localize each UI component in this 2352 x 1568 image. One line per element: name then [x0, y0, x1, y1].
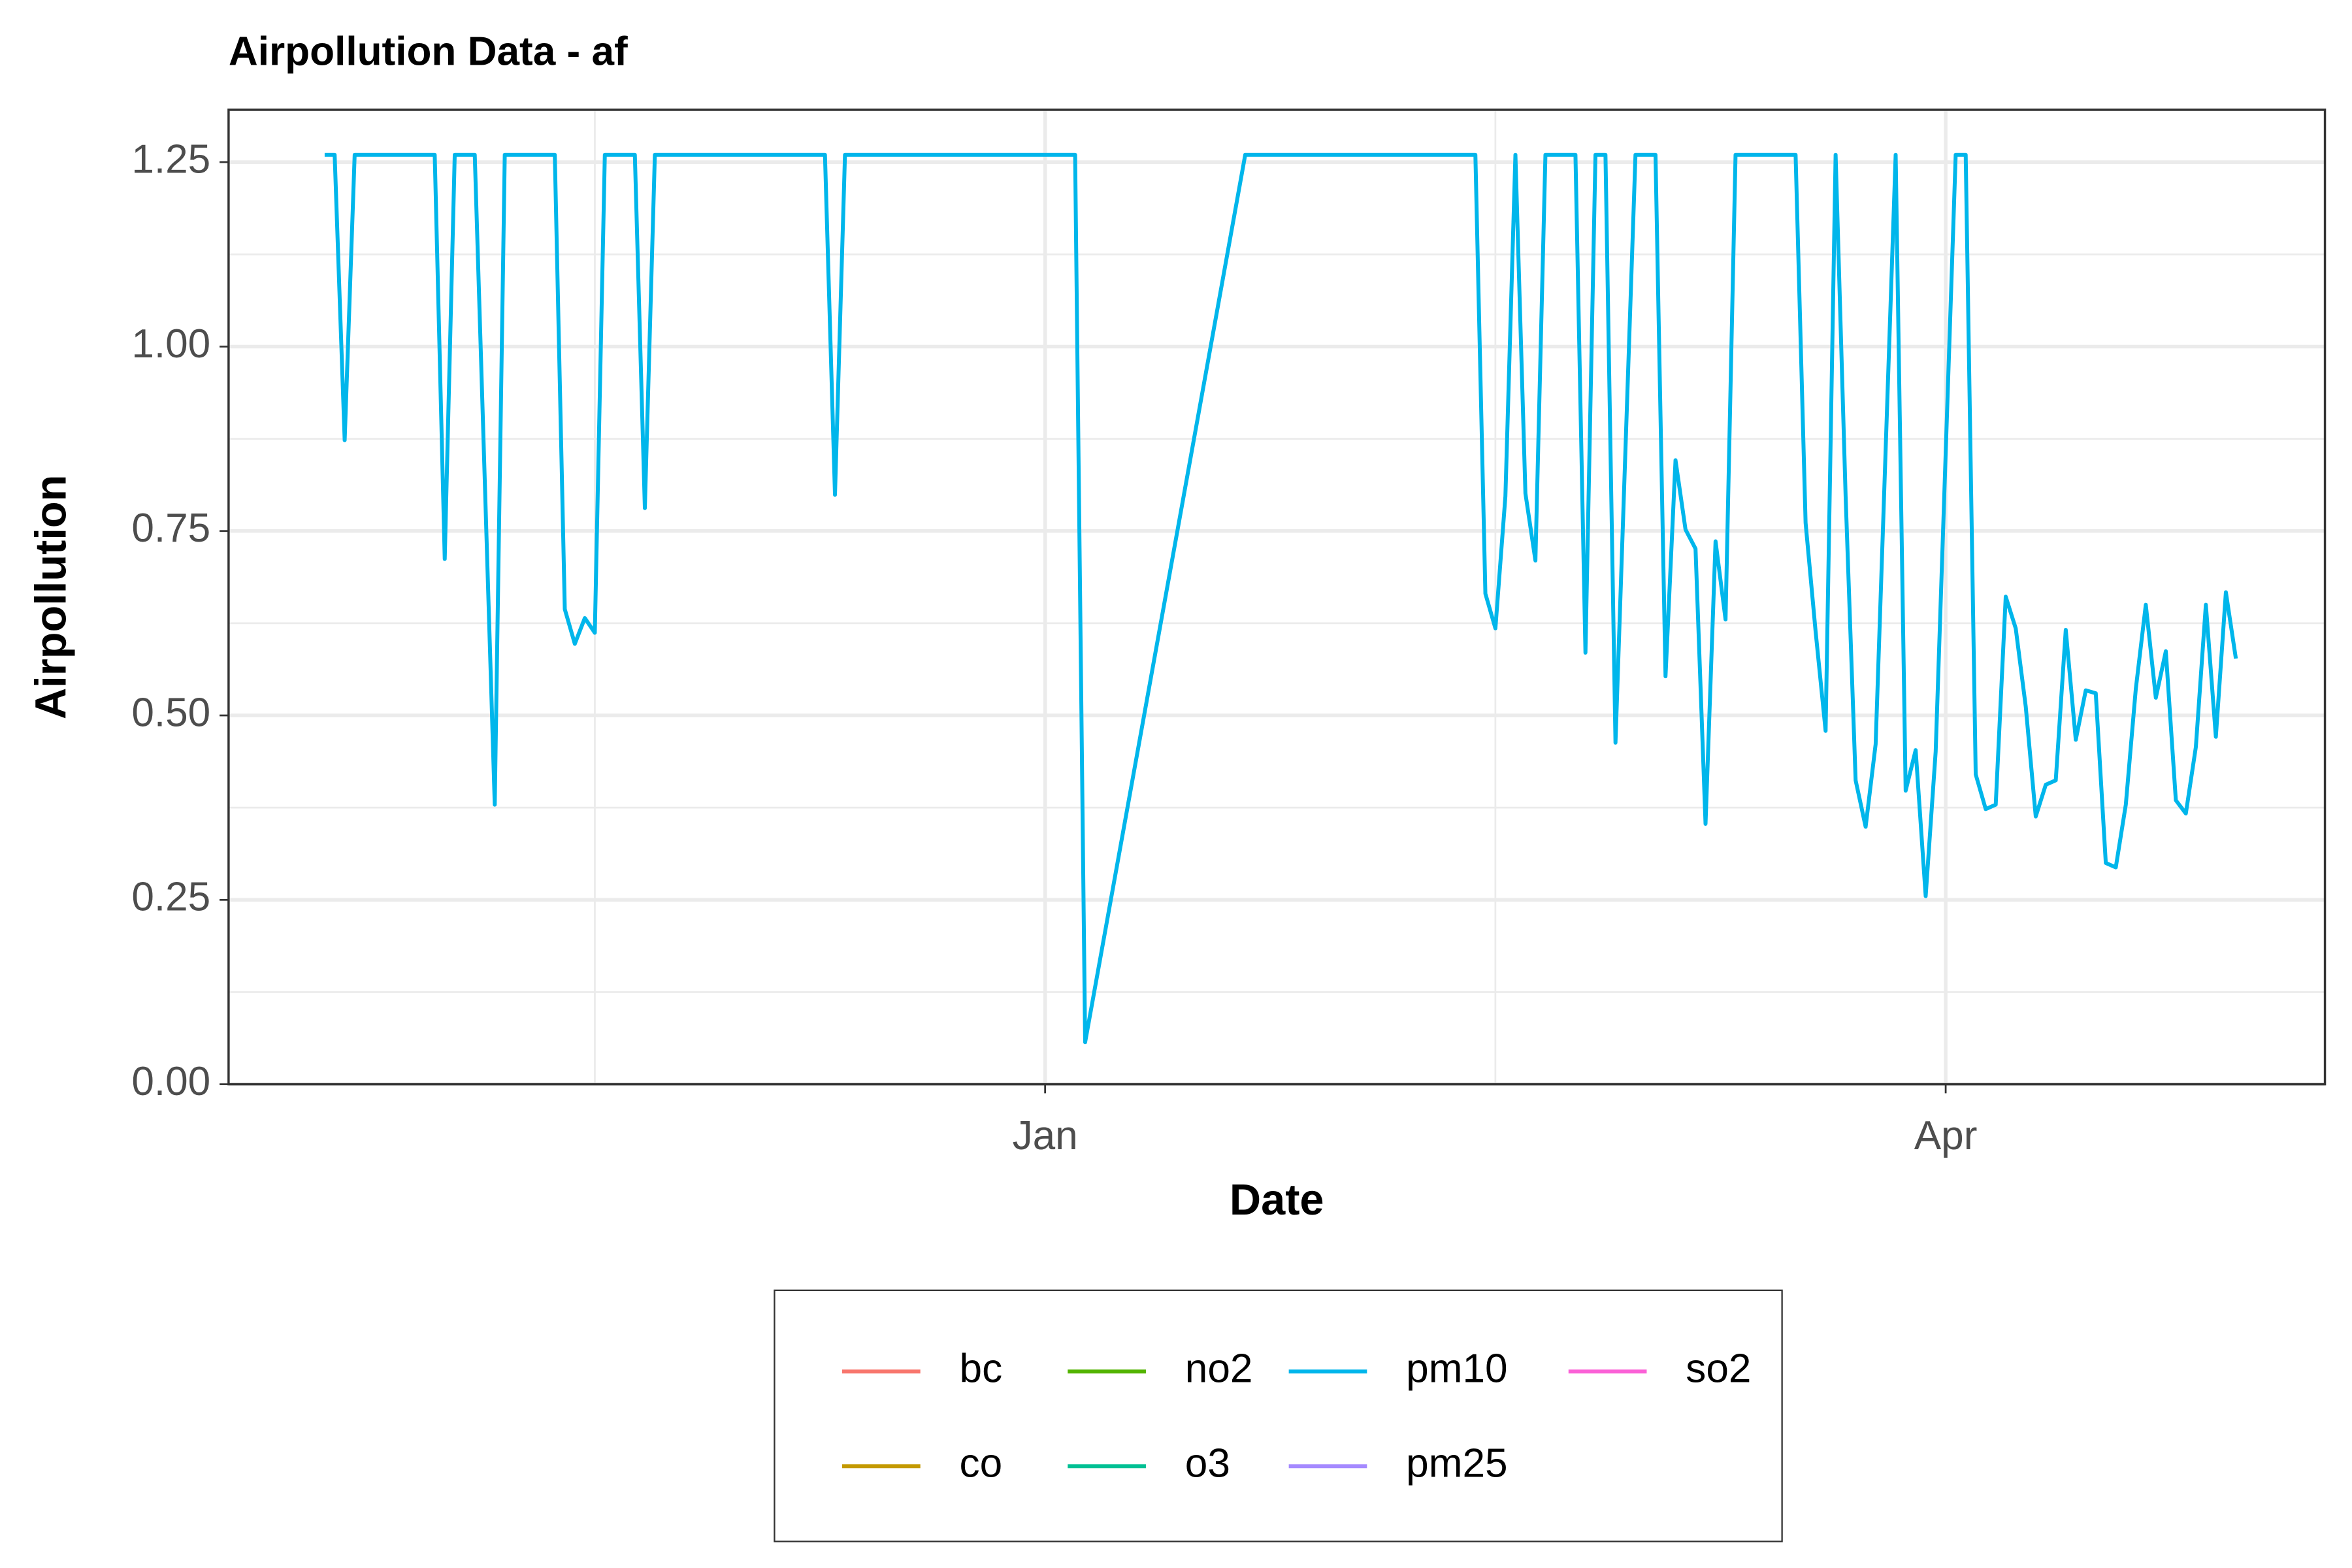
legend-label: pm10 [1406, 1347, 1507, 1392]
x-tick-label: Jan [1013, 1113, 1078, 1158]
y-tick-label: 0.25 [131, 875, 210, 920]
legend-label: o3 [1185, 1441, 1230, 1486]
chart-title: Airpollution Data - af [229, 29, 628, 74]
panel-border [227, 108, 2327, 1086]
y-tick-label: 0.75 [131, 506, 210, 551]
x-tick-label: Apr [1914, 1113, 1978, 1158]
legend-label: bc [960, 1347, 1003, 1392]
legend-label: no2 [1185, 1347, 1253, 1392]
y-axis-title: Airpollution [27, 475, 75, 719]
legend-box [774, 1289, 1783, 1543]
legend-label: so2 [1686, 1347, 1751, 1392]
y-tick-label: 0.50 [131, 690, 210, 735]
legend-label: co [960, 1441, 1003, 1486]
y-tick-label: 1.00 [131, 321, 210, 367]
x-axis-title: Date [1230, 1176, 1324, 1224]
y-tick-label: 1.25 [131, 137, 210, 182]
y-tick-label: 0.00 [131, 1059, 210, 1104]
legend-label: pm25 [1406, 1441, 1507, 1486]
data-line [324, 152, 2238, 1045]
